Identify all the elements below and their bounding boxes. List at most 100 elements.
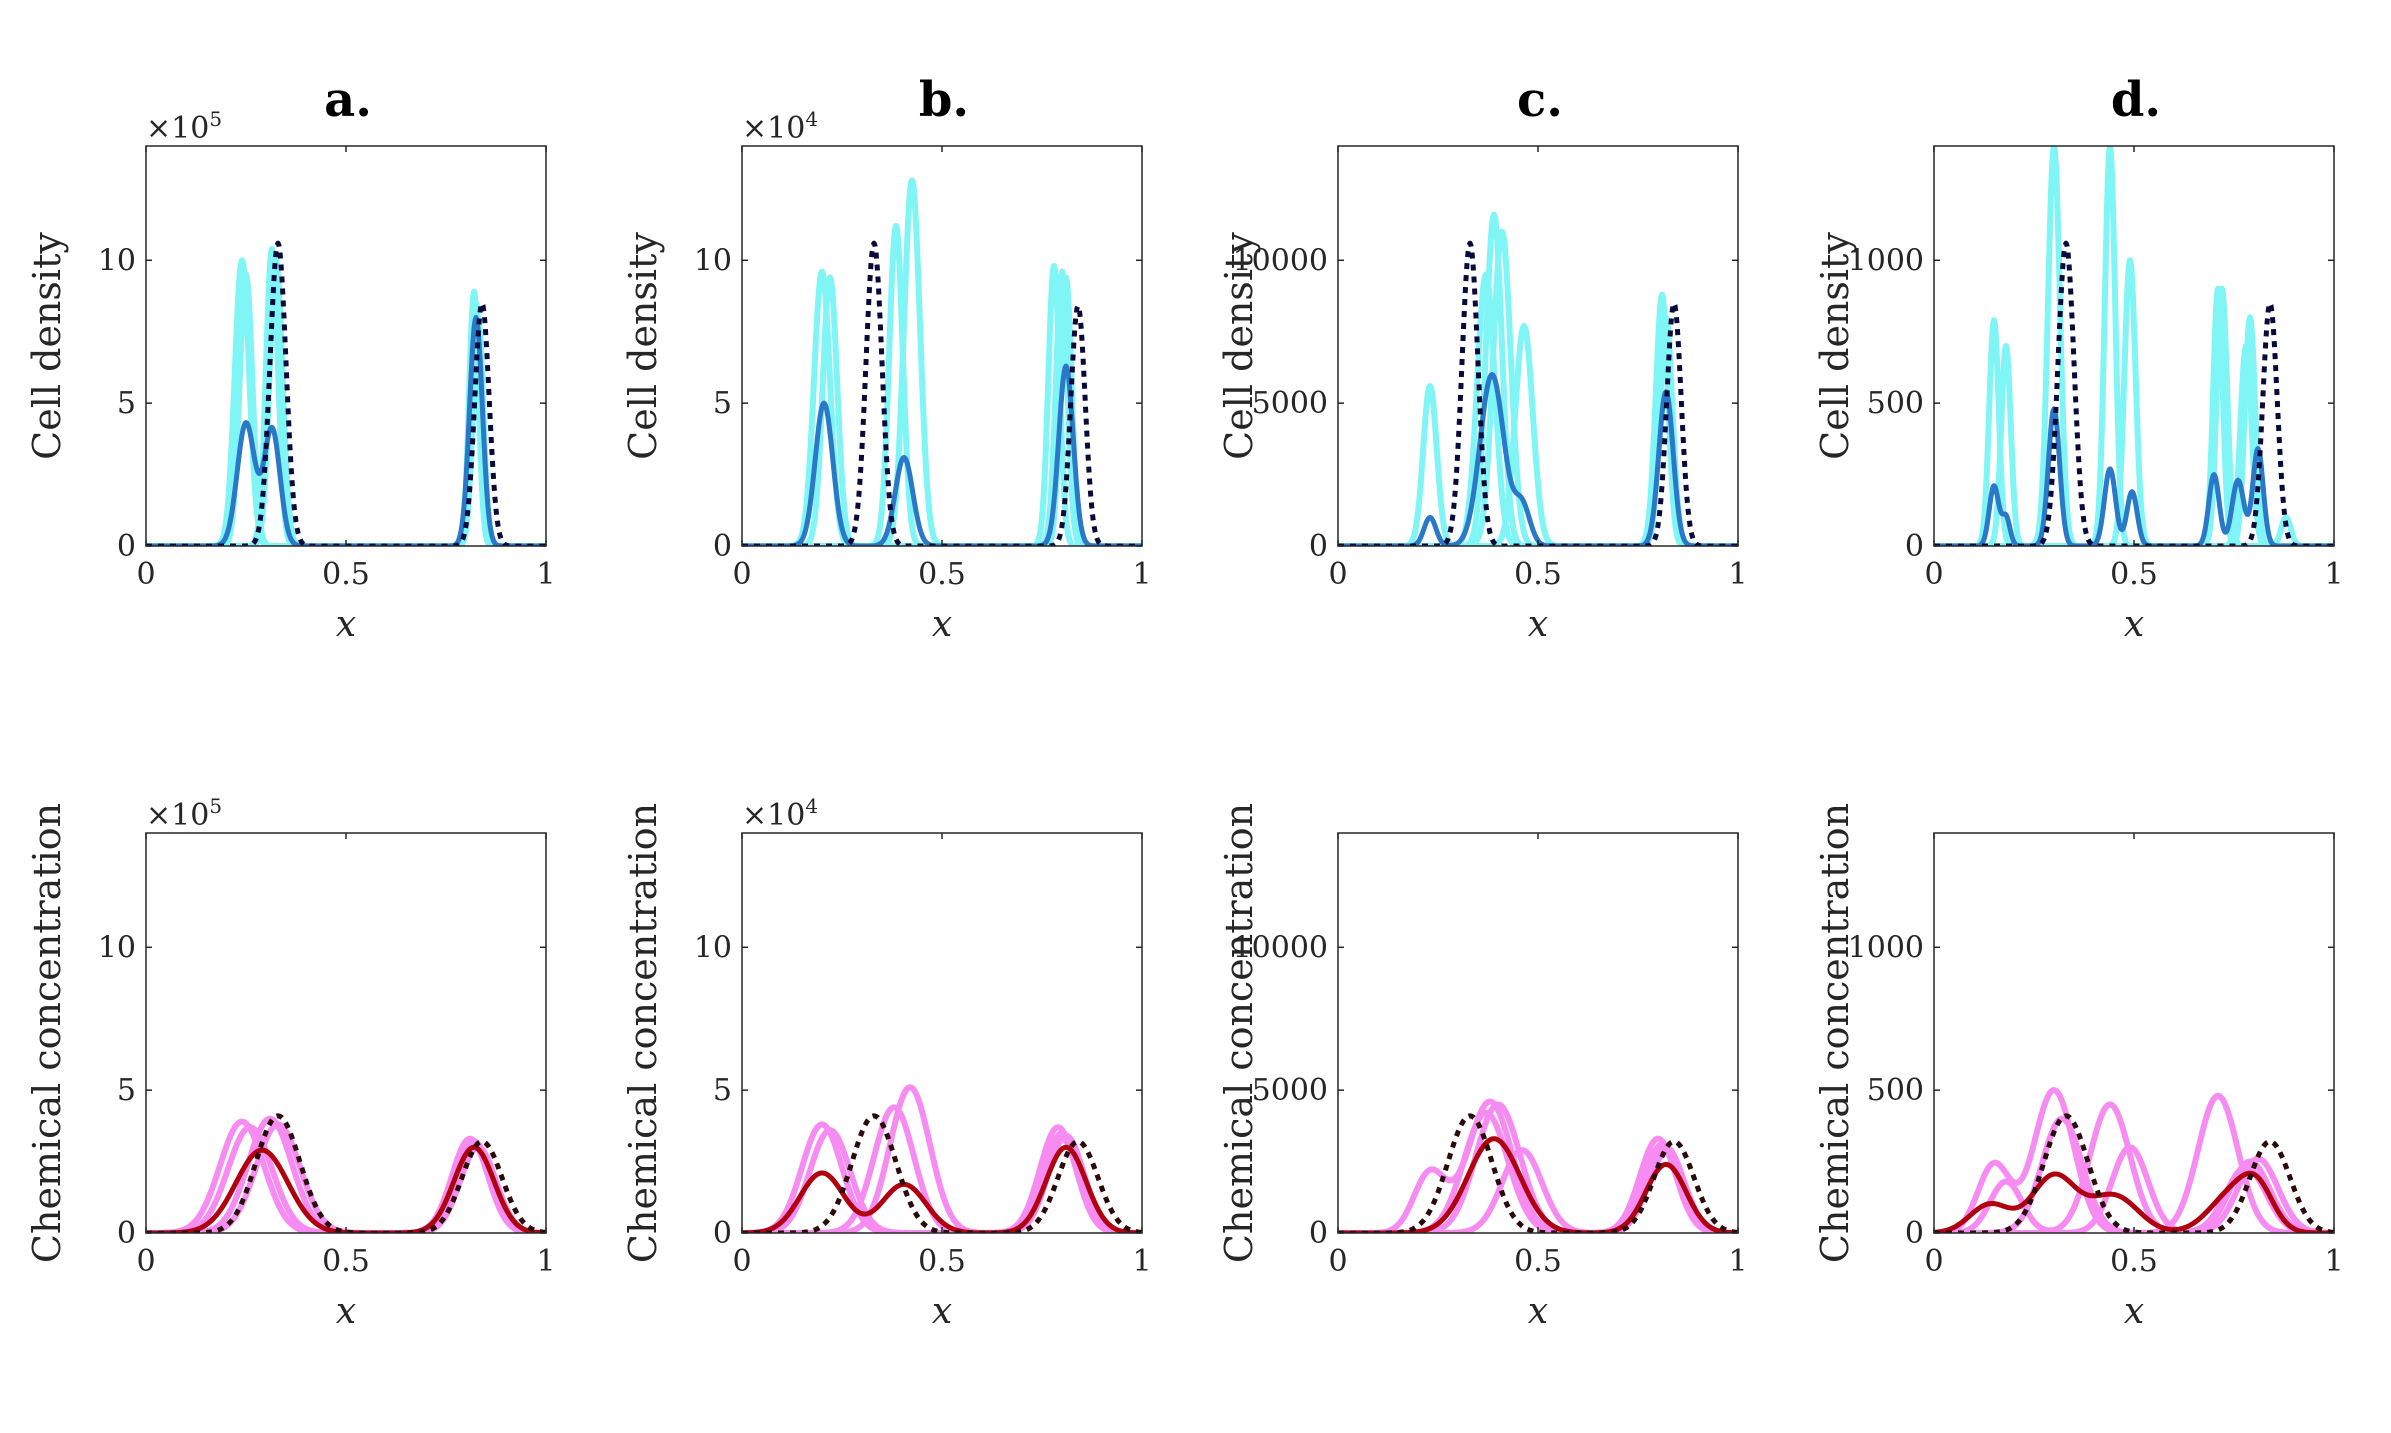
y-tick-label: 10 [694,243,732,278]
x-tick-label: 0.5 [2110,557,2158,592]
x-tick-label: 0.5 [918,1244,966,1279]
axes-d-bottom: 0 0.5 1 0 500 1000 x Chemical concentration [1813,803,2344,1332]
x-tick-label: 0 [136,557,155,592]
y-axis-label: Chemical concentration [621,803,665,1263]
x-axis-label: x [932,1291,952,1332]
x-tick-label: 1 [1132,557,1151,592]
x-tick-label: 0 [1328,557,1347,592]
axis-exponent-power: 4 [805,107,818,131]
x-tick-label: 0.5 [322,557,370,592]
y-tick-label: 500 [1867,386,1924,421]
axis-exponent-power: 5 [209,794,222,818]
y-tick-label: 1000 [1848,930,1924,965]
series-ref-c-bottom-reference [1338,1113,1738,1233]
axis-exponent-base: ×10 [146,798,209,833]
y-tick-label: 10 [694,930,732,965]
x-tick-label: 1 [1132,1244,1151,1279]
axis-exponent-power: 4 [805,794,818,818]
y-tick-label: 0 [1309,1216,1328,1251]
series-runs-b-bottom-run-4 [742,1084,1142,1233]
series-ref-d-top-reference [1934,240,2334,546]
series-ref-b-bottom-reference [742,1113,1142,1233]
plot-area-c-bottom [1338,1098,1738,1233]
series-mean-d-bottom-mean [1934,1170,2334,1233]
y-tick-label: 10 [98,930,136,965]
series-runs-d-bottom-run-2 [1934,1101,2334,1233]
y-axis-label: Chemical concentration [25,803,69,1263]
y-tick-label: 10000 [1233,243,1328,278]
series-ref-d-bottom-reference [1934,1113,2334,1233]
x-tick-label: 0.5 [2110,1244,2158,1279]
y-tick-label: 0 [117,1216,136,1251]
y-tick-label: 10000 [1233,930,1328,965]
x-tick-label: 1 [2324,557,2343,592]
x-axis-label: x [1528,604,1548,645]
y-tick-label: 5 [713,386,732,421]
x-tick-label: 0 [1328,1244,1347,1279]
axes-d-top: 0 0.5 1 0 500 1000 x Cell density [1813,145,2344,645]
series-ref-c-top-reference [1338,240,1738,546]
y-tick-label: 5000 [1252,1073,1328,1108]
x-axis-label: x [1528,1291,1548,1332]
y-tick-label: 0 [1905,1216,1924,1251]
x-tick-label: 0.5 [918,557,966,592]
y-tick-label: 0 [1905,529,1924,564]
axis-exponent-base: ×10 [742,798,805,833]
y-axis-label: Cell density [25,232,69,460]
x-tick-label: 0.5 [1514,557,1562,592]
x-axis-label: x [336,1291,356,1332]
x-tick-label: 1 [536,1244,555,1279]
axis-exponent: ×105 [146,107,222,146]
x-tick-label: 0 [136,1244,155,1279]
axis-exponent: ×104 [742,794,818,833]
series-runs-a-top-run-4 [146,257,546,546]
x-axis-label: x [932,604,952,645]
axis-exponent-base: ×10 [146,111,209,146]
y-tick-label: 0 [713,1216,732,1251]
y-tick-label: 0 [713,529,732,564]
series-mean-d-top-mean [1934,406,2334,546]
panel-title-c: c. [1517,72,1563,128]
y-tick-label: 5 [117,1073,136,1108]
x-tick-label: 0.5 [322,1244,370,1279]
series-mean-b-bottom-mean [742,1144,1142,1233]
series-ref-b-top-reference [742,240,1142,546]
series-runs-c-top-run-4 [1338,323,1738,546]
x-tick-label: 0 [1924,557,1943,592]
axis-exponent: ×104 [742,107,818,146]
y-axis-label: Cell density [1217,232,1261,460]
axis-exponent-power: 5 [209,107,222,131]
x-tick-label: 0 [1924,1244,1943,1279]
series-ref-a-bottom-reference [146,1113,546,1233]
x-tick-label: 0 [732,1244,751,1279]
x-tick-label: 0 [732,557,751,592]
x-tick-label: 1 [1728,1244,1747,1279]
x-tick-label: 1 [1728,557,1747,592]
panel-title-b: b. [919,72,969,128]
axis-exponent: ×105 [146,794,222,833]
series-ref-a-top-reference [146,240,546,546]
x-axis-label: x [2124,1291,2144,1332]
x-axis-label: x [2124,604,2144,645]
axes-c-top: 0 0.5 1 0 5000 10000 x Cell density [1217,145,1748,645]
y-tick-label: 1000 [1848,243,1924,278]
y-axis-label: Cell density [621,232,665,460]
axes-c-bottom: 0 0.5 1 0 5000 10000 x Chemical concentration [1217,803,1748,1332]
y-tick-label: 5 [713,1073,732,1108]
plot-area-b-bottom [742,1084,1142,1233]
series-runs-c-bottom-run-4 [1338,1147,1738,1233]
x-tick-label: 1 [2324,1244,2343,1279]
axis-exponent-base: ×10 [742,111,805,146]
panel-title-d: d. [2111,72,2161,128]
x-axis-label: x [336,604,356,645]
y-tick-label: 10 [98,243,136,278]
y-tick-label: 500 [1867,1073,1924,1108]
y-axis-label: Chemical concentration [1217,803,1261,1263]
y-axis-label: Chemical concentration [1813,803,1857,1263]
y-tick-label: 0 [117,529,136,564]
